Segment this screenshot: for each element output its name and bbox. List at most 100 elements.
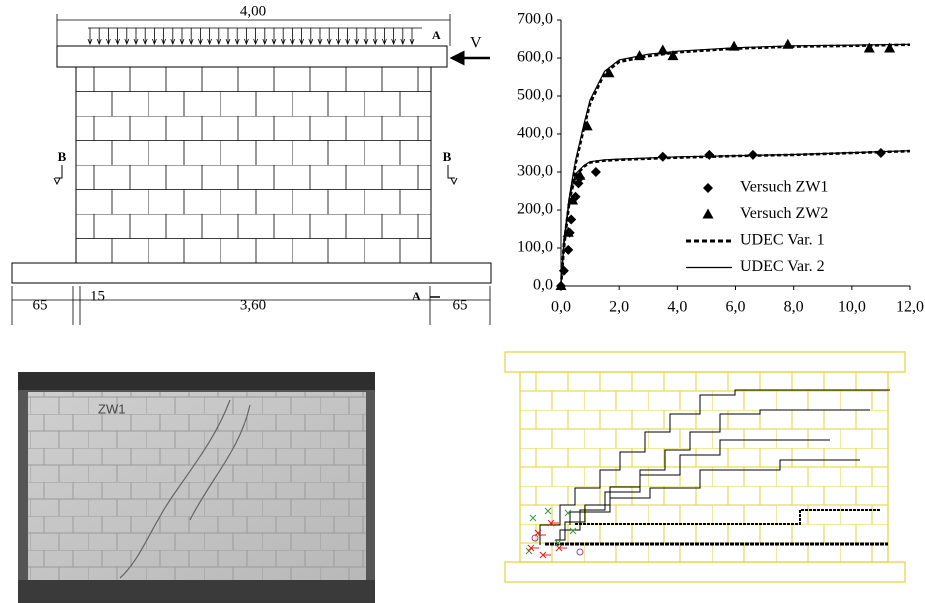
load-arrow <box>253 28 258 46</box>
dimension-label: 15 <box>90 288 105 304</box>
x-tick-label: 0,0 <box>551 299 571 316</box>
load-arrows <box>87 28 415 46</box>
load-arrow <box>124 28 130 46</box>
sim-base-beam <box>504 561 906 583</box>
diamond-marker <box>875 148 886 158</box>
y-tick-label: 700,0 <box>517 11 553 28</box>
load-arrow <box>244 28 249 46</box>
load-arrow <box>299 28 304 46</box>
legend-label: Versuch ZW1 <box>740 179 828 196</box>
x-tick-label: 8,0 <box>784 299 804 316</box>
photo-bottom <box>18 580 375 603</box>
diamond-marker <box>703 183 713 193</box>
brick-wall <box>75 66 432 264</box>
load-arrow <box>391 28 396 46</box>
load-arrow <box>409 28 415 46</box>
crack <box>575 509 880 525</box>
sim-cracks <box>539 389 890 546</box>
load-arrow <box>96 28 102 46</box>
load-arrow <box>161 28 166 46</box>
load-arrow <box>87 28 93 46</box>
load-arrow <box>400 28 406 46</box>
load-arrow <box>336 28 341 46</box>
load-arrow <box>372 28 378 46</box>
dimension-label: 3,60 <box>240 297 266 313</box>
photo: ZW1 <box>18 372 375 603</box>
load-arrow <box>152 28 157 46</box>
y-tick-label: 0,0 <box>533 277 553 294</box>
series-line <box>560 43 911 287</box>
wall-drawing <box>11 14 492 325</box>
load-arrow <box>290 28 295 46</box>
top-beam <box>56 45 448 68</box>
load-arrow <box>170 28 176 46</box>
section-label: B <box>58 149 67 164</box>
legend-label: UDEC Var. 1 <box>740 232 825 249</box>
x-tick-label: 4,0 <box>667 299 687 316</box>
load-arrow <box>308 28 314 46</box>
load-arrow <box>234 28 240 46</box>
red-marks <box>527 519 567 559</box>
load-arrow <box>345 28 350 46</box>
load-arrow <box>133 28 139 46</box>
x-tick-label: 2,0 <box>609 299 629 316</box>
y-tick-label: 100,0 <box>517 239 553 256</box>
y-tick-label: 400,0 <box>517 125 553 142</box>
load-arrow <box>382 28 387 46</box>
dimension-label: 4,00 <box>240 3 266 19</box>
y-tick-label: 600,0 <box>517 49 553 66</box>
load-arrow <box>216 28 222 46</box>
load-arrow <box>207 28 212 46</box>
load-arrow <box>262 28 268 46</box>
load-arrow <box>326 28 332 46</box>
photo-crack <box>119 399 251 579</box>
legend-label: UDEC Var. 2 <box>740 258 825 275</box>
load-arrow <box>280 28 286 46</box>
dimension-label: 65 <box>453 297 468 313</box>
load-arrow <box>354 28 360 46</box>
diamond-marker <box>704 149 715 160</box>
x-tick-label: 6,0 <box>726 299 746 316</box>
photo-top <box>18 372 375 390</box>
diamond-marker <box>566 214 577 225</box>
crack <box>539 389 890 545</box>
section-label: A <box>432 28 441 42</box>
triangle-marker <box>667 50 679 61</box>
triangle-marker <box>603 67 615 78</box>
base-beam <box>11 262 492 284</box>
load-arrow <box>106 28 111 46</box>
sim-markers <box>525 507 584 559</box>
load-arrow <box>317 28 323 46</box>
crack <box>555 409 870 541</box>
load-arrow <box>225 28 231 46</box>
section-label: A <box>412 289 421 303</box>
load-arrow <box>198 28 203 46</box>
diamond-marker <box>563 244 574 255</box>
load-arrow <box>142 28 148 46</box>
legend-label: Versuch ZW2 <box>740 205 828 222</box>
series-line <box>559 43 911 287</box>
triangle-marker <box>574 169 586 180</box>
purple-mark <box>531 534 539 542</box>
load-arrow <box>115 28 120 46</box>
y-tick-label: 500,0 <box>517 87 553 104</box>
purple-mark <box>576 548 584 556</box>
x-tick-label: 10,0 <box>838 299 866 316</box>
section-label: B <box>443 149 452 164</box>
simulation <box>504 351 906 583</box>
diamond-marker <box>558 265 569 276</box>
photo-label: ZW1 <box>98 401 125 416</box>
y-tick-label: 300,0 <box>517 163 553 180</box>
triangle-marker <box>581 120 593 131</box>
chart: 0,0 100,0 200,0 300,0 400,0 500,0 600,0 700,0 0,… <box>517 11 924 316</box>
section-mark <box>53 165 63 186</box>
triangle-marker <box>863 42 875 53</box>
load-arrow <box>271 28 277 46</box>
y-tick-label: 200,0 <box>517 201 553 218</box>
green-marks <box>525 507 577 555</box>
load-arrow <box>179 28 185 46</box>
crack <box>569 459 860 525</box>
photo-bricks <box>28 392 366 580</box>
triangle-marker <box>702 208 714 219</box>
